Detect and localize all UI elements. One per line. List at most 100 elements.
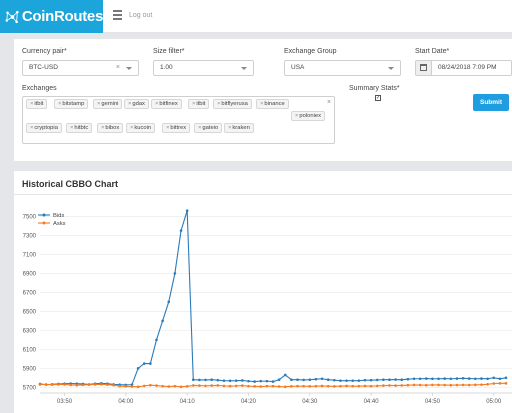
exchange-tag[interactable]: ×bitfinex xyxy=(151,99,182,109)
asks-data-point[interactable] xyxy=(314,384,318,388)
exchange-tag[interactable]: ×gemini xyxy=(93,99,123,109)
bids-data-point[interactable] xyxy=(418,377,422,381)
asks-data-point[interactable] xyxy=(480,383,483,386)
asks-data-point[interactable] xyxy=(455,383,459,387)
summary-stats-checkbox[interactable]: ✓ xyxy=(375,95,381,101)
exchange-tag[interactable]: ×kucoin xyxy=(126,123,156,133)
bids-data-point[interactable] xyxy=(498,377,502,381)
bids-data-point[interactable] xyxy=(492,376,496,380)
asks-data-point[interactable] xyxy=(179,385,183,389)
bids-data-point[interactable] xyxy=(474,377,477,381)
bids-data-point[interactable] xyxy=(382,378,385,382)
asks-data-point[interactable] xyxy=(369,384,373,388)
bids-data-point[interactable] xyxy=(283,373,287,377)
bids-data-point[interactable] xyxy=(443,377,446,380)
remove-tag-icon[interactable]: × xyxy=(260,101,264,107)
remove-tag-icon[interactable]: × xyxy=(217,101,221,107)
asks-data-point[interactable] xyxy=(216,384,220,387)
asks-data-point[interactable] xyxy=(142,384,146,388)
remove-tag-icon[interactable]: × xyxy=(130,125,134,131)
asks-data-point[interactable] xyxy=(210,384,213,387)
bids-data-point[interactable] xyxy=(351,379,355,382)
remove-tag-icon[interactable]: × xyxy=(58,101,62,107)
legend[interactable]: Bids Asks xyxy=(38,213,66,227)
asks-data-point[interactable] xyxy=(382,384,385,387)
asks-data-point[interactable] xyxy=(351,384,355,388)
submit-button[interactable]: Submit xyxy=(473,94,509,111)
remove-tag-icon[interactable]: × xyxy=(30,101,34,107)
remove-tag-icon[interactable]: × xyxy=(155,101,159,107)
bids-data-point[interactable] xyxy=(486,377,489,381)
bids-data-point[interactable] xyxy=(271,380,275,383)
asks-data-point[interactable] xyxy=(124,385,128,388)
bids-data-point[interactable] xyxy=(455,377,459,380)
asks-data-point[interactable] xyxy=(81,383,85,387)
bids-data-point[interactable] xyxy=(222,379,226,382)
bids-data-point[interactable] xyxy=(333,378,336,382)
asks-data-point[interactable] xyxy=(87,383,91,386)
asks-data-point[interactable] xyxy=(130,385,134,388)
bids-data-point[interactable] xyxy=(265,379,269,383)
asks-data-point[interactable] xyxy=(375,384,379,388)
asks-data-point[interactable] xyxy=(400,384,404,387)
asks-data-point[interactable] xyxy=(326,384,330,388)
legend-item-asks[interactable]: Asks xyxy=(38,221,66,227)
legend-item-bids[interactable]: Bids xyxy=(38,213,64,219)
asks-data-point[interactable] xyxy=(241,384,244,387)
asks-data-point[interactable] xyxy=(412,383,416,387)
asks-data-point[interactable] xyxy=(100,382,103,386)
exchange-tag[interactable]: ×bitstamp xyxy=(54,99,89,109)
exchange-tag[interactable]: ×cryptopia xyxy=(26,123,62,133)
asks-data-point[interactable] xyxy=(290,385,293,388)
bids-data-point[interactable] xyxy=(412,377,416,381)
asks-data-point[interactable] xyxy=(167,385,171,388)
asks-data-point[interactable] xyxy=(173,384,177,388)
asks-data-point[interactable] xyxy=(155,384,158,387)
bids-data-point[interactable] xyxy=(345,379,348,382)
currency-pair-select[interactable]: BTC-USD × xyxy=(22,60,139,76)
asks-data-point[interactable] xyxy=(69,383,72,387)
logout-link[interactable]: Log out xyxy=(129,12,153,19)
bids-data-point[interactable] xyxy=(130,383,134,386)
asks-data-point[interactable] xyxy=(50,383,54,386)
bids-data-point[interactable] xyxy=(363,378,367,382)
bids-data-point[interactable] xyxy=(216,378,220,382)
remove-tag-icon[interactable]: × xyxy=(30,125,34,131)
asks-data-point[interactable] xyxy=(424,383,428,387)
exchange-tag[interactable]: ×bibox xyxy=(97,123,124,133)
bids-data-point[interactable] xyxy=(326,378,330,382)
size-filter-select[interactable]: 1.00 xyxy=(153,60,254,76)
asks-data-point[interactable] xyxy=(149,383,152,387)
bids-data-point[interactable] xyxy=(253,380,256,383)
remove-tag-icon[interactable]: × xyxy=(97,101,101,107)
bids-data-point[interactable] xyxy=(136,367,140,370)
exchange-group-select[interactable]: USA xyxy=(284,60,401,76)
bids-data-point[interactable] xyxy=(142,362,146,365)
bids-data-point[interactable] xyxy=(241,379,244,382)
bids-data-point[interactable] xyxy=(320,377,324,381)
logo[interactable]: CoinRoutes xyxy=(0,0,103,33)
bids-data-point[interactable] xyxy=(314,377,318,381)
bids-data-point[interactable] xyxy=(369,378,373,382)
asks-data-point[interactable] xyxy=(161,384,164,388)
bids-data-point[interactable] xyxy=(308,378,312,382)
exchange-tag[interactable]: ×binance xyxy=(256,99,289,109)
bids-data-point[interactable] xyxy=(467,377,471,380)
remove-tag-icon[interactable]: × xyxy=(128,101,132,107)
bids-data-point[interactable] xyxy=(173,272,177,275)
asks-data-point[interactable] xyxy=(449,383,453,387)
bids-data-point[interactable] xyxy=(424,377,428,380)
calendar-button[interactable] xyxy=(416,61,432,75)
remove-tag-icon[interactable]: × xyxy=(295,113,299,119)
bids-data-point[interactable] xyxy=(388,378,391,382)
asks-data-point[interactable] xyxy=(259,385,263,388)
asks-data-point[interactable] xyxy=(443,383,446,387)
asks-data-point[interactable] xyxy=(57,383,60,386)
asks-data-point[interactable] xyxy=(302,384,305,388)
bids-data-point[interactable] xyxy=(504,376,508,380)
bids-data-point[interactable] xyxy=(259,379,263,383)
asks-data-point[interactable] xyxy=(234,384,238,388)
bids-data-point[interactable] xyxy=(400,378,404,382)
bids-data-point[interactable] xyxy=(228,379,232,383)
asks-data-point[interactable] xyxy=(198,384,201,387)
